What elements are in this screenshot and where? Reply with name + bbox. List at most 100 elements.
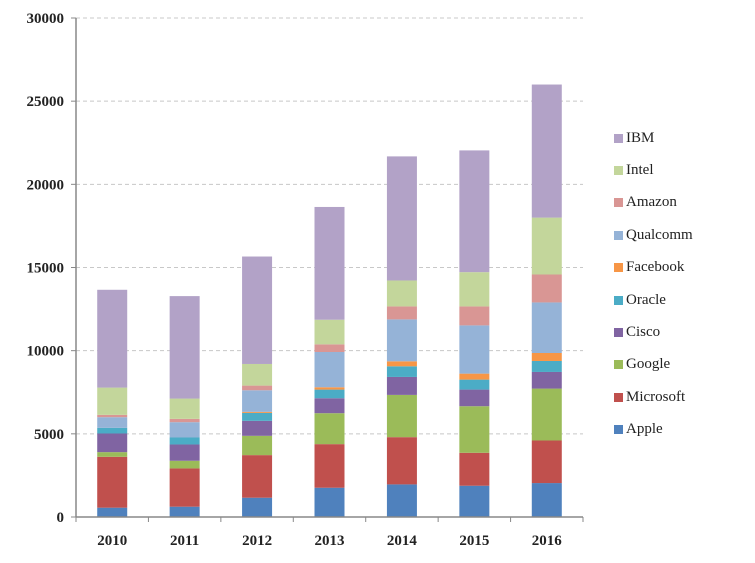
- x-tick-label: 2010: [97, 533, 127, 549]
- legend-label: Amazon: [626, 194, 677, 211]
- y-tick-label: 5000: [34, 427, 64, 443]
- bar-segment-oracle-2013: [314, 389, 345, 399]
- x-tick-label: 2015: [459, 533, 489, 549]
- legend-item-apple: Apple: [614, 414, 693, 446]
- bar-segment-intel-2016: [531, 217, 562, 275]
- bar-segment-google-2011: [169, 460, 200, 469]
- legend-item-amazon: Amazon: [614, 187, 693, 219]
- bar-segment-oracle-2012: [242, 412, 273, 421]
- legend-item-cisco: Cisco: [614, 316, 693, 348]
- bar-segment-qualcomm-2014: [386, 319, 417, 362]
- bar-segment-cisco-2015: [459, 389, 490, 407]
- legend-label: Cisco: [626, 324, 661, 341]
- bar-segment-amazon-2011: [169, 418, 200, 423]
- x-tick-label: 2014: [387, 533, 418, 549]
- bar-segment-google-2012: [242, 435, 273, 456]
- bar-segment-oracle-2010: [97, 427, 128, 434]
- bar-stack-2015: [459, 150, 490, 517]
- bar-segment-microsoft-2011: [169, 468, 200, 507]
- y-tick-label: 0: [57, 510, 65, 526]
- bar-segment-google-2016: [531, 388, 562, 441]
- legend-swatch: [614, 166, 623, 176]
- legend-item-oracle: Oracle: [614, 284, 693, 316]
- bar-segment-oracle-2016: [531, 360, 562, 372]
- legend-swatch: [614, 328, 623, 338]
- bar-segment-google-2014: [386, 394, 417, 438]
- bar-segment-oracle-2015: [459, 379, 490, 390]
- bar-segment-apple-2014: [386, 484, 417, 517]
- legend-swatch: [614, 133, 623, 143]
- bar-segment-microsoft-2012: [242, 455, 273, 498]
- bar-segment-google-2015: [459, 406, 490, 453]
- legend-item-intel: Intel: [614, 154, 693, 186]
- bar-segment-microsoft-2014: [386, 437, 417, 485]
- bar-segment-qualcomm-2012: [242, 390, 273, 412]
- y-tick-label: 10000: [27, 344, 65, 360]
- bar-stack-2013: [314, 206, 345, 517]
- bar-segment-cisco-2013: [314, 398, 345, 414]
- y-axis-ticks: 0 5000 10000 15000 20000 25000 30000: [27, 11, 76, 526]
- bar-segment-apple-2013: [314, 487, 345, 517]
- bar-segment-cisco-2016: [531, 371, 562, 389]
- y-tick-label: 20000: [27, 177, 65, 193]
- legend-item-facebook: Facebook: [614, 252, 693, 284]
- bar-segment-oracle-2011: [169, 437, 200, 445]
- bars: [97, 84, 562, 517]
- bar-segment-qualcomm-2015: [459, 325, 490, 374]
- bar-segment-intel-2014: [386, 280, 417, 307]
- bar-segment-facebook-2015: [459, 373, 490, 380]
- legend-swatch: [614, 360, 623, 370]
- bar-segment-apple-2012: [242, 497, 273, 517]
- legend-swatch: [614, 425, 623, 435]
- bar-stack-2016: [531, 84, 562, 517]
- bar-segment-ibm-2012: [242, 256, 273, 364]
- x-tick-label: 2011: [170, 533, 199, 549]
- bar-segment-google-2013: [314, 413, 345, 445]
- x-tick-label: 2016: [532, 533, 563, 549]
- bar-segment-intel-2011: [169, 398, 200, 419]
- legend-item-ibm: IBM: [614, 122, 693, 154]
- bar-segment-apple-2015: [459, 485, 490, 517]
- bar-segment-intel-2010: [97, 387, 128, 415]
- bar-stack-2011: [169, 296, 200, 517]
- bar-segment-amazon-2016: [531, 274, 562, 303]
- legend-swatch: [614, 392, 623, 402]
- bar-segment-qualcomm-2010: [97, 417, 128, 428]
- bar-segment-microsoft-2016: [531, 440, 562, 484]
- bar-segment-amazon-2014: [386, 306, 417, 320]
- bar-segment-qualcomm-2011: [169, 422, 200, 438]
- bar-segment-amazon-2010: [97, 414, 128, 418]
- bar-segment-facebook-2016: [531, 352, 562, 361]
- legend-label: Microsoft: [626, 388, 686, 405]
- x-tick-label: 2013: [315, 533, 345, 549]
- bar-stack-2014: [386, 156, 417, 517]
- bar-segment-microsoft-2010: [97, 456, 128, 508]
- bar-segment-apple-2016: [531, 483, 562, 517]
- legend-swatch: [614, 263, 623, 273]
- bar-segment-amazon-2015: [459, 306, 490, 326]
- bar-segment-amazon-2013: [314, 344, 345, 352]
- y-tick-label: 30000: [27, 11, 65, 27]
- bar-segment-cisco-2011: [169, 444, 200, 461]
- legend-label: Qualcomm: [626, 226, 693, 243]
- legend-label: Google: [626, 356, 671, 373]
- legend-label: Intel: [626, 162, 654, 179]
- bar-segment-ibm-2011: [169, 296, 200, 399]
- legend-label: IBM: [626, 129, 655, 146]
- bar-segment-apple-2010: [97, 507, 128, 517]
- bar-segment-ibm-2016: [531, 84, 562, 218]
- legend-item-microsoft: Microsoft: [614, 381, 693, 413]
- bar-segment-qualcomm-2013: [314, 351, 345, 388]
- legend-swatch: [614, 295, 623, 305]
- bar-segment-microsoft-2015: [459, 452, 490, 486]
- legend: IBM Intel Amazon Qualcomm Facebook Oracle Cisc…: [614, 122, 693, 446]
- y-tick-label: 25000: [27, 94, 65, 110]
- bar-segment-ibm-2015: [459, 150, 490, 273]
- x-axis-ticks: 2010 2011 2012 2013 2014 2015 2016: [75, 517, 584, 549]
- bar-segment-oracle-2014: [386, 366, 417, 377]
- bar-segment-intel-2012: [242, 363, 273, 386]
- bar-stack-2010: [97, 289, 128, 517]
- bar-segment-intel-2015: [459, 272, 490, 307]
- bar-segment-cisco-2012: [242, 420, 273, 436]
- legend-swatch: [614, 230, 623, 240]
